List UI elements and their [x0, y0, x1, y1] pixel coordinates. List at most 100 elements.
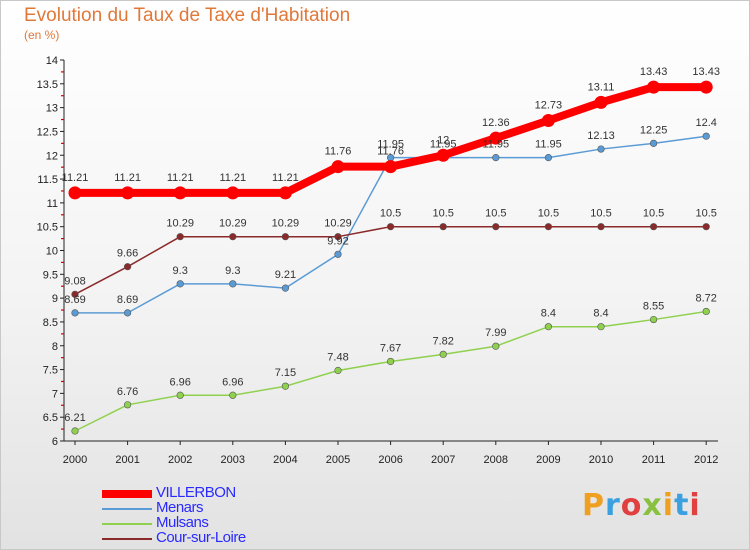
data-label: 13.11 [588, 81, 615, 93]
data-point [649, 223, 658, 231]
x-tick-label: 2006 [378, 454, 402, 466]
data-point [702, 132, 710, 140]
data-point [544, 154, 553, 162]
data-label: 10.29 [166, 218, 194, 230]
data-label: 10.5 [380, 208, 401, 220]
logo-letter: o [620, 488, 643, 523]
data-point [544, 223, 553, 231]
series-line-mulsans [74, 310, 707, 432]
y-tick-label: 10 [46, 246, 58, 258]
data-label: 10.5 [485, 208, 506, 220]
logo-letter: i [689, 488, 701, 523]
data-label: 10.29 [272, 218, 300, 230]
data-point [597, 145, 605, 153]
data-point [278, 186, 292, 200]
chart-title: Evolution du Taux de Taxe d'Habitation [24, 5, 351, 26]
y-tick-label: 9 [52, 293, 58, 305]
data-label: 8.72 [695, 292, 716, 304]
data-point [384, 160, 398, 174]
data-label: 11.95 [482, 139, 509, 151]
legend-label: Cour-sur-Loire [156, 529, 246, 546]
data-point [123, 263, 132, 271]
y-tick-label: 8.5 [43, 317, 58, 329]
x-tick-label: 2007 [431, 454, 455, 466]
x-tick-label: 2003 [221, 454, 245, 466]
data-point [121, 186, 135, 200]
data-point [68, 186, 82, 200]
data-point [439, 223, 447, 231]
data-point [492, 154, 500, 162]
data-point [71, 309, 79, 317]
x-tick-label: 2012 [694, 454, 718, 466]
legend-label: Mulsans [156, 514, 209, 531]
legend-swatch [102, 523, 152, 525]
data-label: 7.67 [380, 342, 401, 354]
data-label: 11.76 [377, 146, 404, 158]
chart-unit: (en %) [24, 28, 60, 42]
data-label: 11.76 [325, 146, 352, 158]
legend-label: VILLERBON [156, 484, 236, 501]
data-point [492, 342, 500, 350]
data-point [229, 391, 237, 399]
data-point [597, 323, 605, 331]
proxiti-logo: Proxiti [582, 488, 701, 523]
data-point [439, 350, 447, 358]
data-point [334, 233, 342, 241]
data-label: 11.21 [167, 172, 194, 184]
data-point [597, 223, 605, 231]
legend-label: Menars [156, 499, 204, 516]
logo-letter: x [642, 488, 663, 523]
data-label: 10.5 [695, 208, 716, 220]
data-label: 12.4 [695, 117, 716, 129]
data-label: 8.4 [541, 308, 556, 320]
data-point [229, 233, 237, 241]
data-label: 10.29 [324, 218, 352, 230]
legend-swatch [102, 490, 152, 498]
x-tick-label: 2001 [115, 454, 139, 466]
data-label: 6.96 [222, 376, 243, 388]
data-label: 11.95 [430, 139, 457, 151]
logo-letter: P [582, 488, 605, 523]
data-label: 10.5 [538, 208, 559, 220]
data-label: 10.29 [219, 218, 247, 230]
data-point [71, 427, 79, 435]
data-point [334, 250, 342, 258]
y-tick-label: 11 [47, 198, 58, 210]
logo-letter: t [674, 488, 690, 523]
data-point [699, 80, 713, 94]
logo-letter: r [605, 488, 621, 523]
data-point [281, 284, 290, 292]
data-label: 12.73 [535, 99, 563, 111]
data-point [541, 113, 555, 127]
x-tick-label: 2000 [63, 454, 87, 466]
x-tick-label: 2010 [589, 454, 613, 466]
data-point [226, 186, 240, 200]
y-tick-label: 6 [52, 436, 58, 448]
logo-letter: i [662, 488, 675, 523]
x-tick-label: 2009 [536, 454, 560, 466]
data-point [123, 401, 132, 409]
data-label: 8.69 [117, 294, 138, 306]
data-label: 11.21 [114, 172, 141, 184]
data-label: 6.76 [117, 386, 138, 398]
y-tick-label: 8 [52, 341, 58, 353]
data-label: 11.21 [219, 172, 246, 184]
x-tick-label: 2005 [326, 454, 350, 466]
data-point [173, 186, 187, 200]
data-label: 10.5 [590, 208, 611, 220]
y-tick-label: 9.5 [43, 269, 58, 281]
data-label: 7.15 [275, 367, 296, 379]
data-label: 10.5 [643, 208, 664, 220]
y-tick-label: 11.5 [37, 174, 58, 186]
data-label: 8.69 [64, 294, 85, 306]
data-point [492, 223, 500, 231]
data-label: 11.21 [272, 172, 299, 184]
y-tick-label: 7 [52, 388, 58, 400]
x-tick-label: 2008 [484, 454, 508, 466]
data-point [544, 323, 553, 331]
data-label: 9.3 [173, 265, 188, 277]
data-label: 13.43 [640, 66, 668, 78]
data-label: 6.96 [169, 376, 190, 388]
data-point [331, 160, 345, 174]
data-label: 7.99 [485, 327, 506, 339]
